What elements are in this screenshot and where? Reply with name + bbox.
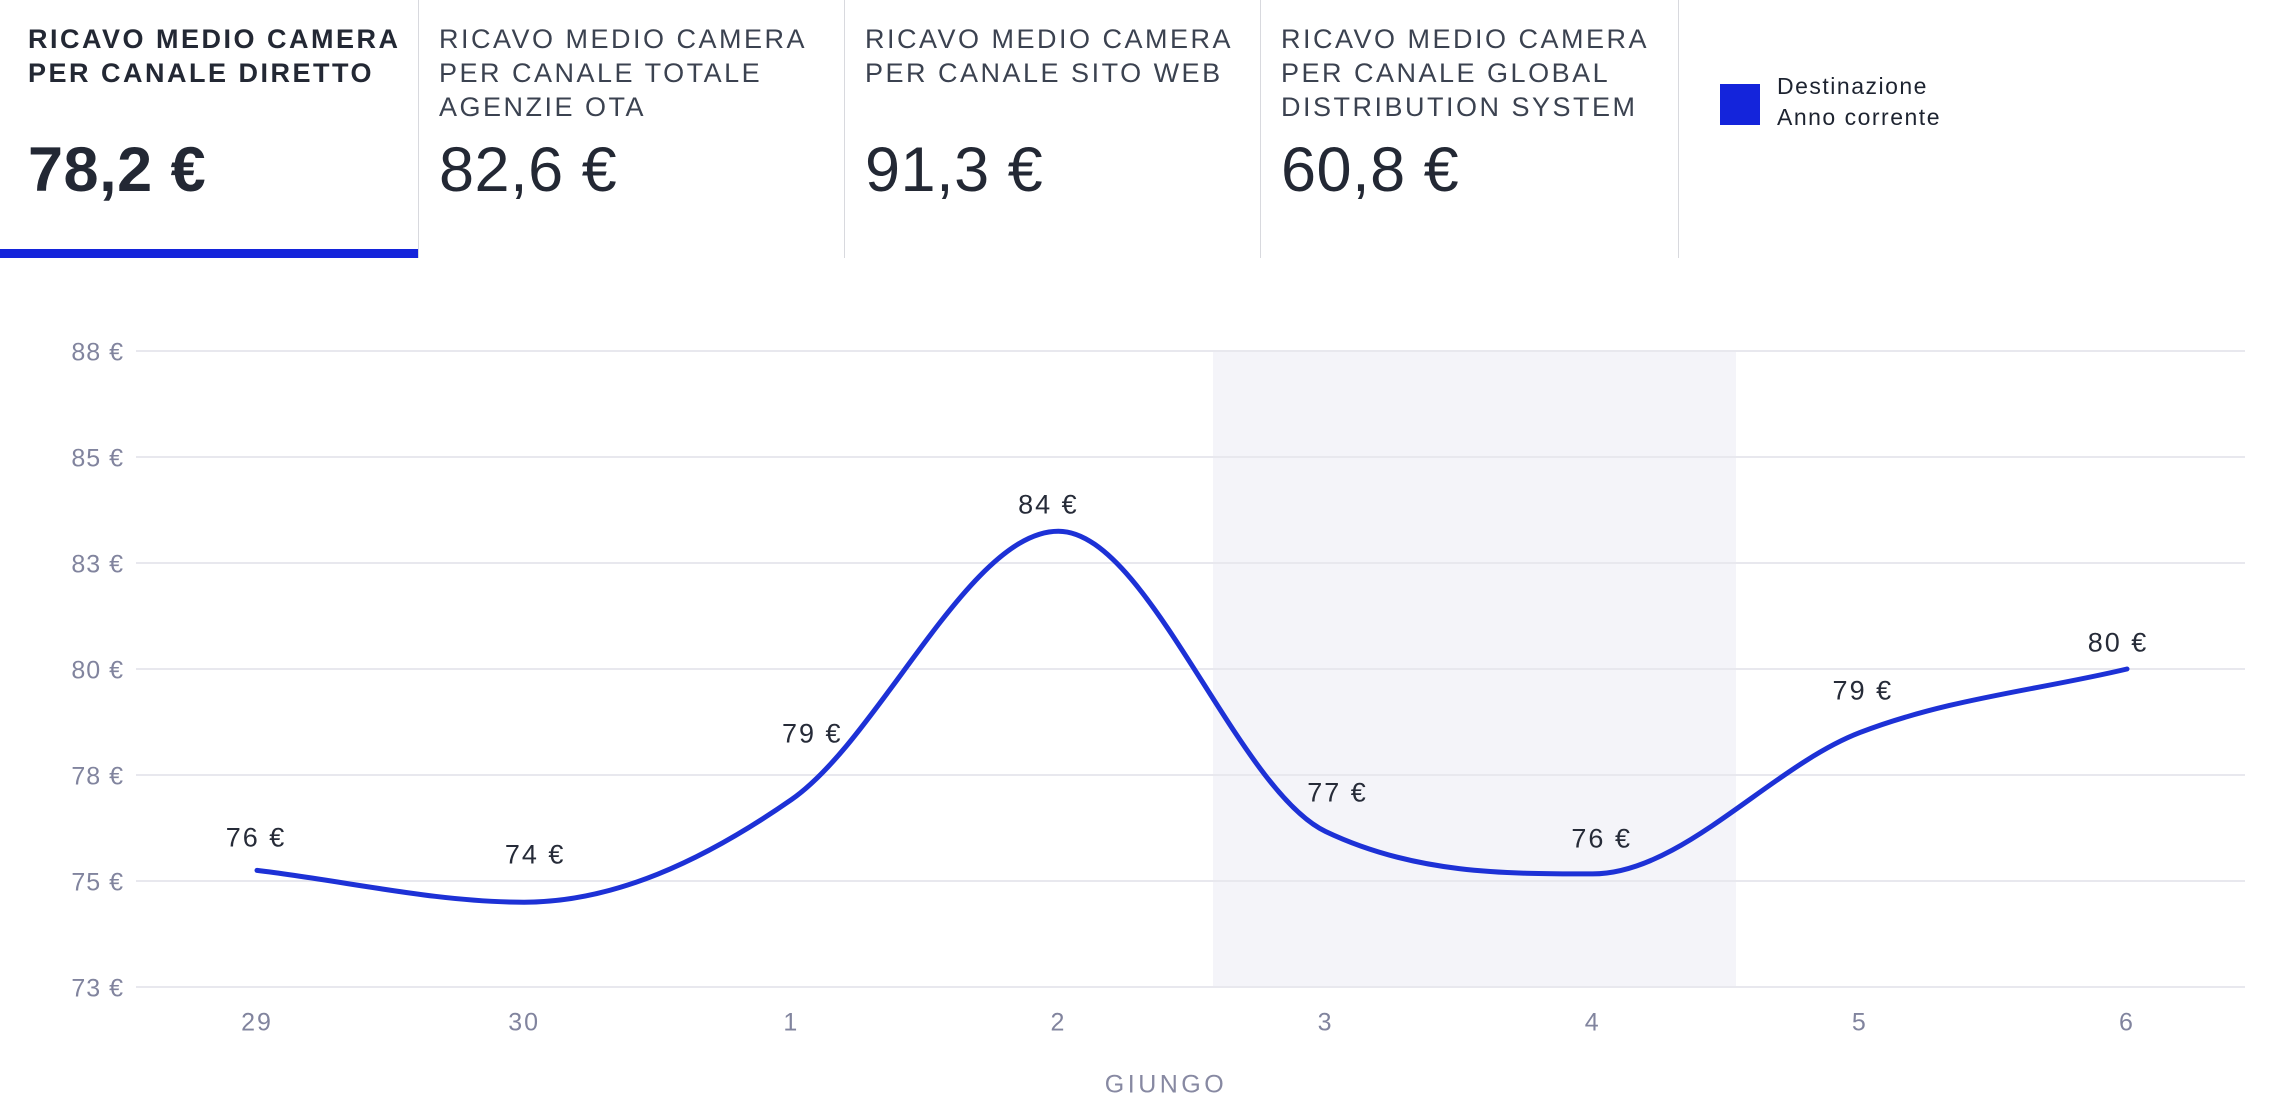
- gridline: [136, 880, 2245, 882]
- kpi-tab-strip: RICAVO MEDIO CAMERA PER CANALE DIRETTO 7…: [0, 0, 2290, 260]
- tab-title-line: PER CANALE TOTALE: [439, 58, 763, 88]
- x-axis-label: 6: [2119, 1008, 2135, 1037]
- tab-title-line: PER CANALE SITO WEB: [865, 58, 1223, 88]
- y-axis-label: 80 €: [71, 656, 124, 685]
- legend-label-line1: Destinazione: [1777, 73, 1928, 99]
- x-axis-label: 5: [1851, 1008, 1868, 1037]
- legend-item-destinazione-anno-corrente[interactable]: Destinazione Anno corrente: [1680, 0, 2290, 258]
- y-axis-label: 75 €: [71, 868, 124, 897]
- gridline: [136, 562, 2245, 564]
- line-chart: 88 € 85 € 83 € 80 € 78 € 75 € 73 € 29 30 1 2 3 4 5 6 76…: [0, 258, 2290, 1116]
- tab-title-line: RICAVO MEDIO CAMERA: [28, 24, 401, 54]
- x-axis-label: 4: [1584, 1008, 1601, 1037]
- tab-ricavo-canale-sito-web[interactable]: RICAVO MEDIO CAMERA PER CANALE SITO WEB …: [845, 0, 1261, 258]
- tab-title-line: DISTRIBUTION SYSTEM: [1281, 92, 1638, 122]
- tab-title: RICAVO MEDIO CAMERA PER CANALE DIRETTO: [28, 22, 406, 90]
- tab-value: 60,8 €: [1281, 135, 1460, 205]
- tab-title: RICAVO MEDIO CAMERA PER CANALE SITO WEB: [865, 22, 1248, 90]
- y-axis-label: 85 €: [71, 444, 124, 473]
- tab-ricavo-canale-totale-agenzie-ota[interactable]: RICAVO MEDIO CAMERA PER CANALE TOTALE AG…: [419, 0, 845, 258]
- gridline: [136, 350, 2245, 352]
- data-point-label: 79 €: [1832, 675, 1894, 706]
- data-point-label: 84 €: [1018, 489, 1079, 520]
- legend-label: Destinazione Anno corrente: [1777, 71, 1941, 133]
- tab-value: 78,2 €: [28, 135, 207, 205]
- y-axis-label: 88 €: [71, 338, 124, 367]
- active-tab-indicator: [0, 249, 418, 260]
- data-point-label: 76 €: [1571, 823, 1632, 854]
- data-point-label: 80 €: [2087, 627, 2149, 658]
- x-axis-label: 30: [508, 1008, 541, 1037]
- data-point-label: 79 €: [781, 718, 843, 749]
- tab-title-line: RICAVO MEDIO CAMERA: [1281, 24, 1650, 54]
- series-line-destinazione-anno-corrente[interactable]: [254, 528, 2130, 905]
- data-point-label: 77 €: [1307, 777, 1368, 808]
- tab-title: RICAVO MEDIO CAMERA PER CANALE GLOBAL DI…: [1281, 22, 1666, 124]
- gridline: [136, 986, 2245, 988]
- tab-ricavo-canale-diretto[interactable]: RICAVO MEDIO CAMERA PER CANALE DIRETTO 7…: [0, 0, 419, 260]
- tab-title-line: AGENZIE OTA: [439, 92, 647, 122]
- x-axis-label: 29: [241, 1008, 273, 1037]
- tab-title: RICAVO MEDIO CAMERA PER CANALE TOTALE AG…: [439, 22, 832, 124]
- legend-label-line2: Anno corrente: [1777, 104, 1941, 130]
- tab-ricavo-canale-global-distribution-system[interactable]: RICAVO MEDIO CAMERA PER CANALE GLOBAL DI…: [1261, 0, 1679, 258]
- y-axis-label: 73 €: [71, 974, 124, 1003]
- line-chart-svg: [254, 528, 2130, 905]
- gridline: [136, 668, 2245, 670]
- tab-title-line: RICAVO MEDIO CAMERA: [865, 24, 1234, 54]
- y-axis-label: 78 €: [71, 762, 124, 791]
- x-axis-label: 2: [1050, 1008, 1067, 1037]
- tab-title-line: RICAVO MEDIO CAMERA: [439, 24, 808, 54]
- data-point-label: 76 €: [225, 822, 287, 853]
- tab-title-line: PER CANALE DIRETTO: [28, 58, 375, 88]
- data-point-label: 74 €: [504, 839, 566, 870]
- gridline: [136, 774, 2245, 776]
- tab-value: 91,3 €: [865, 135, 1044, 205]
- y-axis-label: 83 €: [71, 550, 124, 579]
- legend-swatch-icon: [1720, 84, 1760, 125]
- tab-title-line: PER CANALE GLOBAL: [1281, 58, 1611, 88]
- x-axis-label: 3: [1317, 1008, 1334, 1037]
- tab-value: 82,6 €: [439, 135, 618, 205]
- gridline: [136, 456, 2245, 458]
- x-axis-month-label: GIUNGO: [1104, 1070, 1228, 1099]
- x-axis-label: 1: [783, 1008, 800, 1037]
